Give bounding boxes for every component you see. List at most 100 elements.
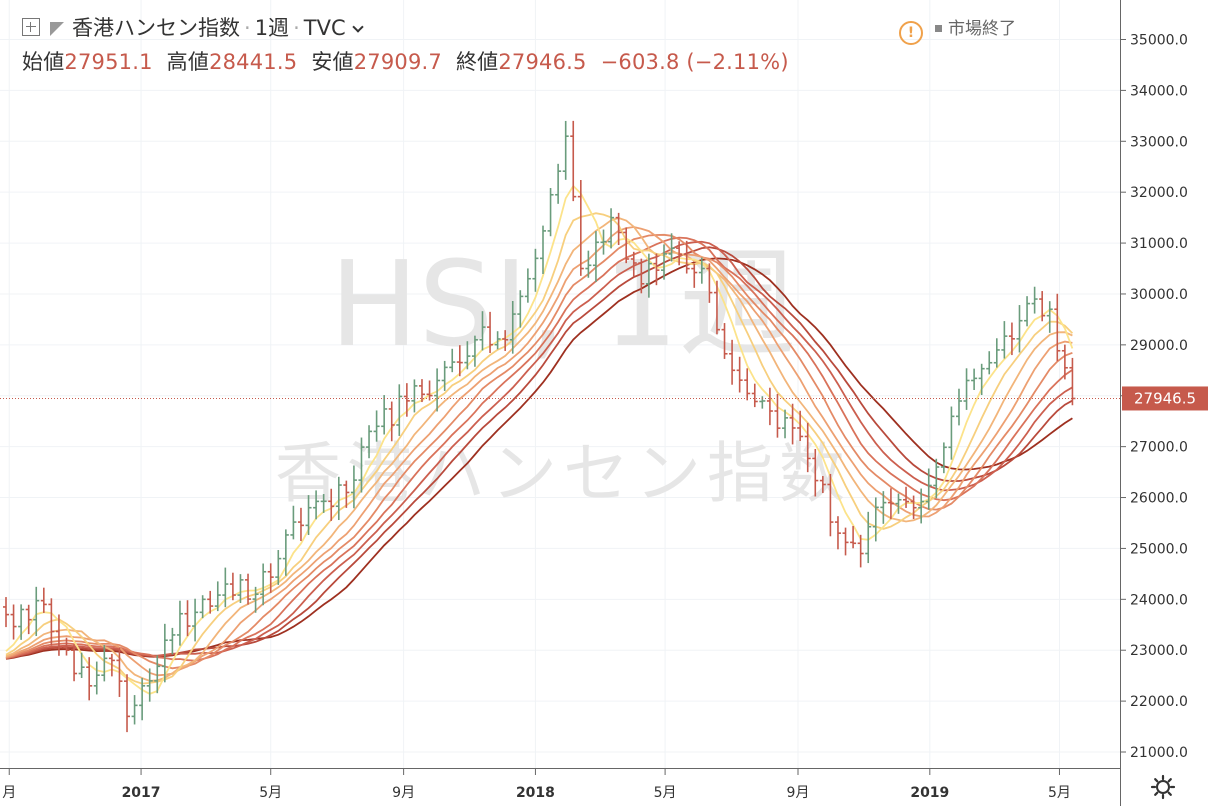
symbol-title[interactable]: 香港ハンセン指数 · 1週 · TVC bbox=[22, 12, 364, 42]
time-tick-label: 5月 bbox=[654, 785, 677, 801]
ohlc-bar bbox=[169, 627, 176, 655]
ohlc-bar bbox=[895, 493, 902, 514]
ohlc-bar bbox=[933, 458, 940, 499]
ohlc-bar bbox=[33, 586, 40, 637]
price-tick-label: 29000.0 bbox=[1130, 338, 1188, 354]
ohlc-bar bbox=[509, 301, 516, 354]
ohlc-bar bbox=[993, 338, 1000, 368]
ohlc-bar bbox=[139, 677, 146, 721]
ohlc-bar bbox=[358, 437, 365, 493]
open-value: 27951.1 bbox=[64, 50, 153, 74]
watermark-description: 香港ハンセン指数 bbox=[275, 435, 851, 512]
status-dot-icon bbox=[935, 25, 942, 32]
ohlc-bar bbox=[638, 258, 645, 294]
open-label: 始値 bbox=[22, 50, 65, 74]
price-tick-label: 34000.0 bbox=[1130, 83, 1188, 99]
moving-average-ribbon bbox=[5, 184, 1074, 695]
ohlc-bar bbox=[978, 363, 985, 396]
ohlc-bar bbox=[176, 600, 183, 646]
ohlc-bar bbox=[154, 655, 161, 694]
ohlc-bar bbox=[653, 253, 660, 286]
ohlc-bar bbox=[381, 395, 388, 435]
ohlc-bar bbox=[766, 387, 773, 426]
gear-icon[interactable] bbox=[1150, 774, 1176, 800]
ohlc-bar bbox=[487, 311, 494, 353]
ohlc-bar bbox=[396, 384, 403, 436]
ohlc-bar bbox=[819, 476, 826, 494]
ohlc-bar bbox=[661, 244, 668, 280]
ohlc-bar bbox=[199, 595, 206, 619]
ohlc-bar bbox=[245, 573, 252, 605]
ohlc-bar bbox=[729, 339, 736, 385]
ohlc-bar bbox=[222, 567, 229, 608]
ohlc-bar bbox=[668, 233, 675, 262]
ohlc-bar bbox=[872, 497, 879, 542]
ohlc-bar bbox=[335, 476, 342, 521]
time-axis[interactable]: 月 2017 5月 9月 2018 5月 9月 2019 5月 bbox=[0, 768, 1121, 802]
ohlc-bar bbox=[275, 550, 282, 585]
price-tick-label: 22000.0 bbox=[1130, 694, 1188, 710]
ohlc-bar bbox=[562, 120, 569, 180]
ohlc-bar bbox=[555, 163, 562, 204]
ohlc-bar bbox=[940, 442, 947, 474]
market-status[interactable]: ! 市場終了 bbox=[899, 14, 1016, 45]
ohlc-bar bbox=[827, 473, 834, 537]
ohlc-bar bbox=[676, 241, 683, 266]
price-tick-label: 27000.0 bbox=[1130, 440, 1188, 456]
price-tick-label: 30000.0 bbox=[1130, 287, 1188, 303]
ohlc-bar bbox=[585, 250, 592, 278]
price-tick-label: 21000.0 bbox=[1130, 745, 1188, 761]
price-tick-label: 24000.0 bbox=[1130, 592, 1188, 608]
ohlc-bar bbox=[706, 263, 713, 303]
chart-grid bbox=[0, 0, 1120, 768]
ohlc-bar bbox=[328, 488, 335, 521]
ohlc-bar bbox=[25, 604, 32, 635]
ohlc-bar bbox=[1054, 293, 1061, 362]
ohlc-bar bbox=[426, 380, 433, 401]
ohlc-bar bbox=[903, 486, 910, 508]
ohlc-bar bbox=[971, 368, 978, 391]
low-label: 安値 bbox=[311, 50, 354, 74]
ohlc-bar bbox=[592, 231, 599, 283]
ohlc-bar bbox=[297, 507, 304, 542]
time-tick-label: 5月 bbox=[1048, 785, 1071, 801]
ohlc-bar bbox=[108, 653, 115, 677]
ohlc-bar bbox=[600, 229, 607, 255]
symbol-name: 香港ハンセン指数 bbox=[72, 16, 240, 40]
ohlc-bar bbox=[880, 491, 887, 524]
ohlc-bar bbox=[282, 529, 289, 576]
price-tick-label: 23000.0 bbox=[1130, 643, 1188, 659]
ohlc-bar bbox=[1031, 286, 1038, 314]
change-value: −603.8 (−2.11%) bbox=[600, 50, 789, 74]
ohlc-bar bbox=[494, 331, 501, 350]
time-tick-label: 5月 bbox=[259, 785, 282, 801]
chevron-down-icon[interactable] bbox=[351, 21, 364, 33]
ohlc-bar bbox=[350, 465, 357, 509]
flag-icon[interactable] bbox=[50, 22, 64, 36]
ohlc-bar bbox=[713, 280, 720, 335]
chart-header: 香港ハンセン指数 · 1週 · TVC 始値27951.1 高値28441.5 安値2790… bbox=[0, 0, 1120, 80]
ohlc-bar bbox=[63, 637, 70, 656]
ohlc-bar bbox=[524, 268, 531, 303]
ohlc-bar bbox=[736, 356, 743, 393]
ohlc-bar bbox=[55, 614, 62, 656]
ohlc-bar bbox=[40, 587, 47, 613]
moving-average-line bbox=[5, 236, 1073, 662]
add-symbol-icon[interactable] bbox=[22, 18, 40, 36]
ohlc-bars bbox=[3, 120, 1076, 733]
ohlc-bar bbox=[744, 368, 751, 401]
ohlc-bar bbox=[1024, 296, 1031, 327]
ohlc-bar bbox=[305, 495, 312, 536]
price-tick-label: 33000.0 bbox=[1130, 134, 1188, 150]
ohlc-bar bbox=[93, 661, 100, 695]
warning-icon[interactable]: ! bbox=[899, 21, 923, 45]
ohlc-bar bbox=[963, 368, 970, 410]
ohlc-bar bbox=[252, 586, 259, 613]
ohlc-bar bbox=[78, 652, 85, 678]
ohlc-bar bbox=[124, 674, 131, 733]
ohlc-legend: 始値27951.1 高値28441.5 安値27909.7 終値27946.5 −603… bbox=[22, 46, 803, 76]
ohlc-bar bbox=[608, 208, 615, 249]
ohlc-bar bbox=[449, 348, 456, 373]
high-label: 高値 bbox=[166, 50, 210, 74]
